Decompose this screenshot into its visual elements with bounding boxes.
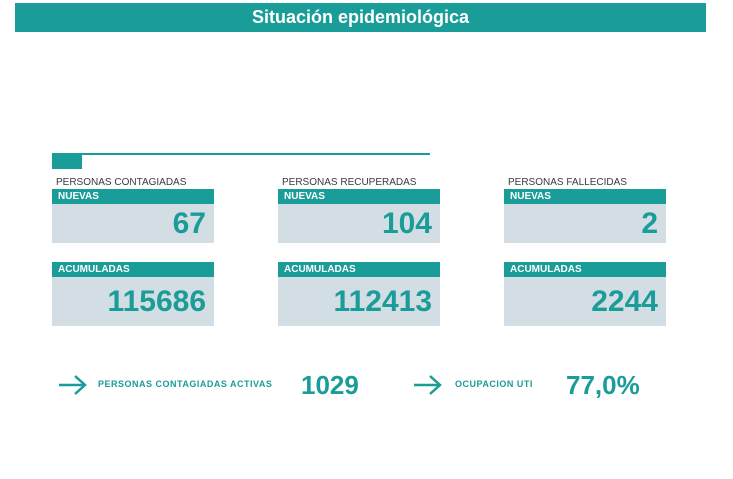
- section-marker: [52, 155, 82, 169]
- card-fallecidas: PERSONAS FALLECIDAS NUEVAS 2 ACUMULADAS …: [504, 177, 666, 326]
- nuevas-box: NUEVAS 104: [278, 189, 440, 243]
- acumuladas-label: ACUMULADAS: [278, 262, 440, 277]
- card-title: PERSONAS CONTAGIADAS: [56, 177, 187, 188]
- nuevas-label: NUEVAS: [278, 189, 440, 204]
- acumuladas-box: ACUMULADAS 115686: [52, 262, 214, 326]
- arrow-right-icon: [413, 374, 443, 396]
- nuevas-label: NUEVAS: [52, 189, 214, 204]
- acumuladas-box: ACUMULADAS 112413: [278, 262, 440, 326]
- acumuladas-value: 2244: [591, 285, 658, 318]
- acumuladas-box: ACUMULADAS 2244: [504, 262, 666, 326]
- acumuladas-value: 112413: [333, 285, 432, 318]
- card-contagiadas: PERSONAS CONTAGIADAS NUEVAS 67 ACUMULADA…: [52, 177, 214, 326]
- page-title: Situación epidemiológica: [251, 7, 470, 27]
- section-divider: [52, 153, 430, 155]
- acumuladas-value: 115686: [107, 285, 206, 318]
- nuevas-value: 67: [172, 207, 206, 240]
- acumuladas-label: ACUMULADAS: [52, 262, 214, 277]
- card-title: PERSONAS FALLECIDAS: [508, 177, 627, 188]
- uti-label: OCUPACION UTI: [455, 379, 533, 389]
- activas-value: 1029: [301, 370, 359, 400]
- nuevas-value: 2: [641, 207, 658, 240]
- page-title-banner: Situación epidemiológica: [15, 3, 706, 32]
- nuevas-box: NUEVAS 67: [52, 189, 214, 243]
- uti-value: 77,0%: [566, 370, 640, 400]
- acumuladas-label: ACUMULADAS: [504, 262, 666, 277]
- card-recuperadas: PERSONAS RECUPERADAS NUEVAS 104 ACUMULAD…: [278, 177, 440, 326]
- arrow-right-icon: [58, 374, 88, 396]
- nuevas-box: NUEVAS 2: [504, 189, 666, 243]
- activas-label: PERSONAS CONTAGIADAS ACTIVAS: [98, 379, 273, 389]
- nuevas-label: NUEVAS: [504, 189, 666, 204]
- nuevas-value: 104: [381, 207, 432, 240]
- card-title: PERSONAS RECUPERADAS: [282, 177, 417, 188]
